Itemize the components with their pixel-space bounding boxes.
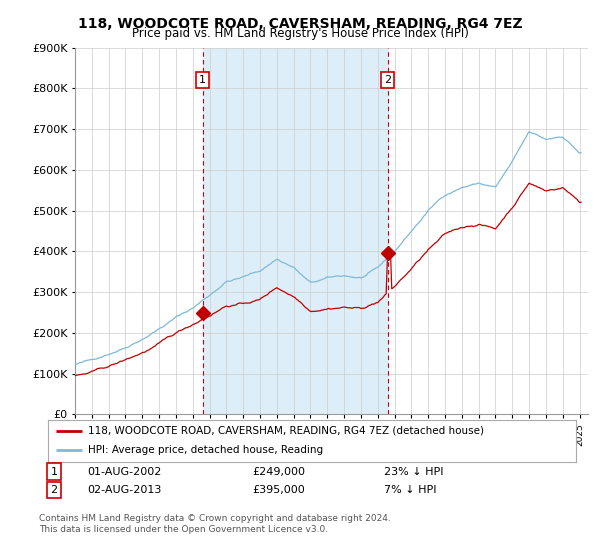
Text: 2: 2	[384, 75, 391, 85]
Text: £395,000: £395,000	[252, 485, 305, 495]
Text: 1: 1	[199, 75, 206, 85]
Text: 118, WOODCOTE ROAD, CAVERSHAM, READING, RG4 7EZ: 118, WOODCOTE ROAD, CAVERSHAM, READING, …	[77, 17, 523, 31]
Text: 7% ↓ HPI: 7% ↓ HPI	[384, 485, 437, 495]
Text: 23% ↓ HPI: 23% ↓ HPI	[384, 466, 443, 477]
Bar	[203, 48, 388, 414]
Text: 01-AUG-2002: 01-AUG-2002	[87, 466, 161, 477]
Text: £249,000: £249,000	[252, 466, 305, 477]
Text: 118, WOODCOTE ROAD, CAVERSHAM, READING, RG4 7EZ (detached house): 118, WOODCOTE ROAD, CAVERSHAM, READING, …	[88, 426, 484, 436]
Text: 2: 2	[50, 485, 58, 495]
Text: Price paid vs. HM Land Registry's House Price Index (HPI): Price paid vs. HM Land Registry's House …	[131, 27, 469, 40]
Text: 1: 1	[50, 466, 58, 477]
Text: This data is licensed under the Open Government Licence v3.0.: This data is licensed under the Open Gov…	[39, 525, 328, 534]
Text: 02-AUG-2013: 02-AUG-2013	[87, 485, 161, 495]
Text: HPI: Average price, detached house, Reading: HPI: Average price, detached house, Read…	[88, 445, 323, 455]
Text: Contains HM Land Registry data © Crown copyright and database right 2024.: Contains HM Land Registry data © Crown c…	[39, 514, 391, 523]
